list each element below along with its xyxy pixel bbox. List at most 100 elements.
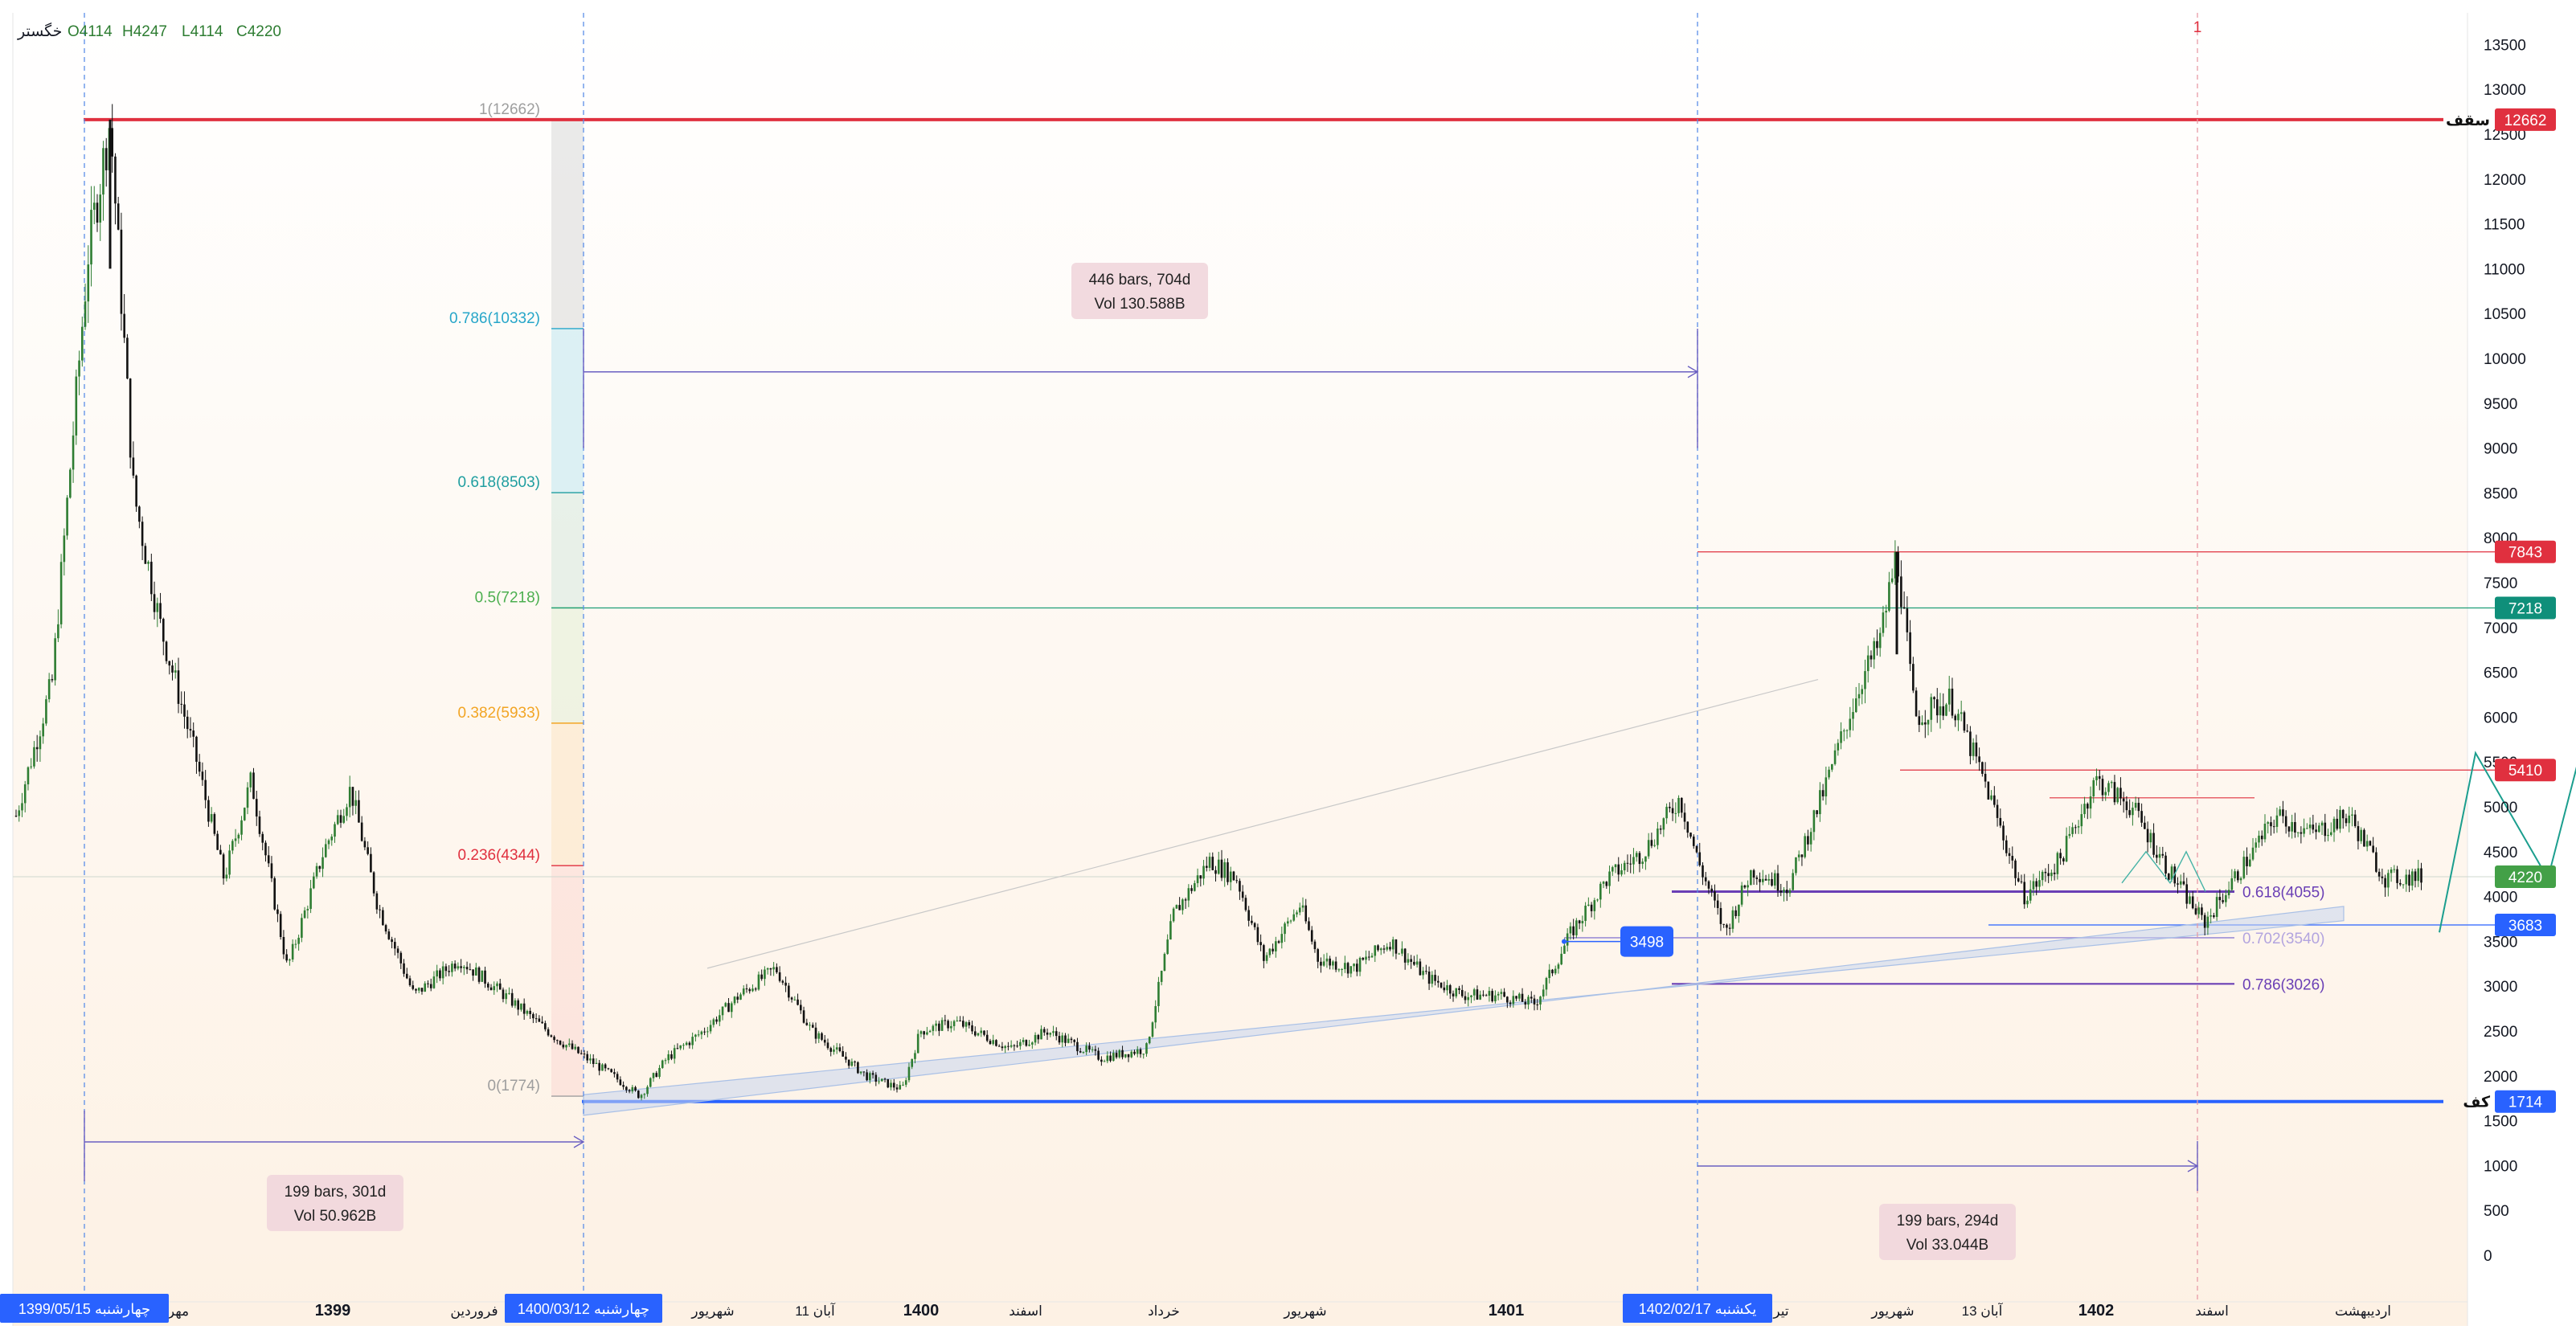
candle-up [1927, 719, 1930, 725]
candle-down [534, 1018, 538, 1020]
candle-up [1157, 981, 1160, 1007]
candle-up [330, 837, 334, 841]
fib-ext-label-1: 0.702(3540) [2242, 931, 2324, 947]
candle-up [1635, 853, 1638, 857]
candle-down [895, 1087, 899, 1090]
candle-down [1482, 994, 1485, 996]
price-tick-2: 1000 [2484, 1158, 2517, 1175]
candle-down [2300, 832, 2303, 834]
candle-up [1545, 978, 1548, 990]
candle-up [1391, 939, 1394, 950]
candle-down [2357, 826, 2360, 841]
candle-up [424, 983, 427, 992]
candle-up [1163, 954, 1166, 972]
price-tag-text-2: 7218 [2508, 600, 2542, 617]
chart-background [13, 13, 2467, 1326]
time-tick-4: آبان 11 [795, 1302, 836, 1319]
candle-down [1942, 706, 1945, 716]
candle-up [935, 1023, 937, 1026]
candle-up [78, 360, 80, 377]
candle-up [526, 1010, 529, 1014]
candle-down [1055, 1031, 1058, 1037]
candle-up [33, 747, 35, 767]
candle-up [1677, 797, 1680, 813]
candle-down [1578, 920, 1581, 924]
candle-up [520, 1003, 522, 1010]
price-axis[interactable]: 0 500 1000 1500 2000 2500 3000 3500 4000 4500 5000… [2484, 37, 2526, 1265]
candle-down [123, 313, 125, 338]
candle-down [1909, 632, 1911, 665]
fib-band-2 [551, 493, 584, 608]
candle-up [1353, 964, 1355, 967]
candle-up [210, 814, 213, 822]
candle-up [2056, 853, 2059, 874]
candle-down [2122, 798, 2125, 802]
candle-up [1864, 671, 1866, 689]
price-tick-23: 11500 [2484, 217, 2525, 234]
candle-down [961, 1021, 964, 1027]
candle-up [1415, 961, 1419, 965]
candle-up [1160, 971, 1163, 982]
candle-down [1334, 961, 1337, 970]
candle-up [2095, 775, 2098, 780]
candle-up [1268, 948, 1272, 955]
candle-up [342, 816, 346, 823]
candle-down [1984, 773, 1987, 782]
candle-down [577, 1046, 579, 1054]
candle-up [764, 969, 766, 980]
candle-down [1752, 869, 1755, 878]
price-tick-9: 4500 [2484, 845, 2517, 861]
candle-down [189, 729, 192, 731]
candle-up [2332, 818, 2336, 833]
candle-up [911, 1058, 914, 1067]
candle-up [66, 497, 68, 536]
candle-up [1828, 769, 1830, 778]
candle-up [881, 1078, 883, 1082]
candle-down [1259, 942, 1262, 946]
candle-down [2384, 878, 2386, 888]
candle-up [27, 767, 30, 785]
candle-down [1001, 1046, 1004, 1049]
fib-level-label-6: 0(1774) [488, 1078, 541, 1095]
candle-up [301, 918, 303, 938]
low-marker-label: 3498 [1630, 935, 1664, 951]
candle-down [1317, 949, 1319, 962]
candle-down [2101, 779, 2104, 796]
fib-ext-label-2: 0.786(3026) [2242, 976, 2324, 993]
candle-down [1698, 852, 1702, 865]
range-info-0-1: Vol 130.588B [1094, 296, 1185, 313]
candle-up [700, 1031, 703, 1035]
candle-down [529, 1010, 531, 1014]
candle-down [111, 128, 113, 157]
time-tick-14: اسفند [2195, 1303, 2229, 1319]
candle-up [1885, 610, 1887, 613]
candle-up [1365, 956, 1367, 960]
price-tag-text-4: 4220 [2508, 869, 2542, 886]
candle-up [1401, 948, 1403, 954]
candle-up [2083, 804, 2086, 815]
time-axis[interactable]: مهر 1399 فروردین شهریور آبان 11 1400 اسفند خردا… [0, 1294, 2467, 1323]
candle-down [1425, 971, 1427, 972]
candle-up [514, 1000, 517, 1006]
candle-up [2077, 826, 2080, 828]
candle-down [1037, 1034, 1040, 1040]
candle-up [1407, 959, 1410, 963]
candle-down [1476, 989, 1479, 1000]
candle-up [742, 988, 745, 995]
candle-up [1819, 790, 1821, 815]
candle-down [276, 909, 279, 915]
candle-up [1797, 854, 1800, 857]
candle-up [1854, 698, 1857, 713]
candle-down [1969, 731, 1972, 756]
candle-down [171, 665, 174, 673]
candle-down [168, 661, 171, 666]
candle-down [727, 1003, 730, 1013]
candle-up [2092, 779, 2095, 797]
candle-down [1638, 853, 1641, 865]
candle-down [1999, 817, 2002, 826]
candle-down [857, 1062, 859, 1074]
candle-down [556, 1040, 559, 1041]
candle-up [766, 968, 769, 970]
trend-channel [583, 906, 2345, 1116]
